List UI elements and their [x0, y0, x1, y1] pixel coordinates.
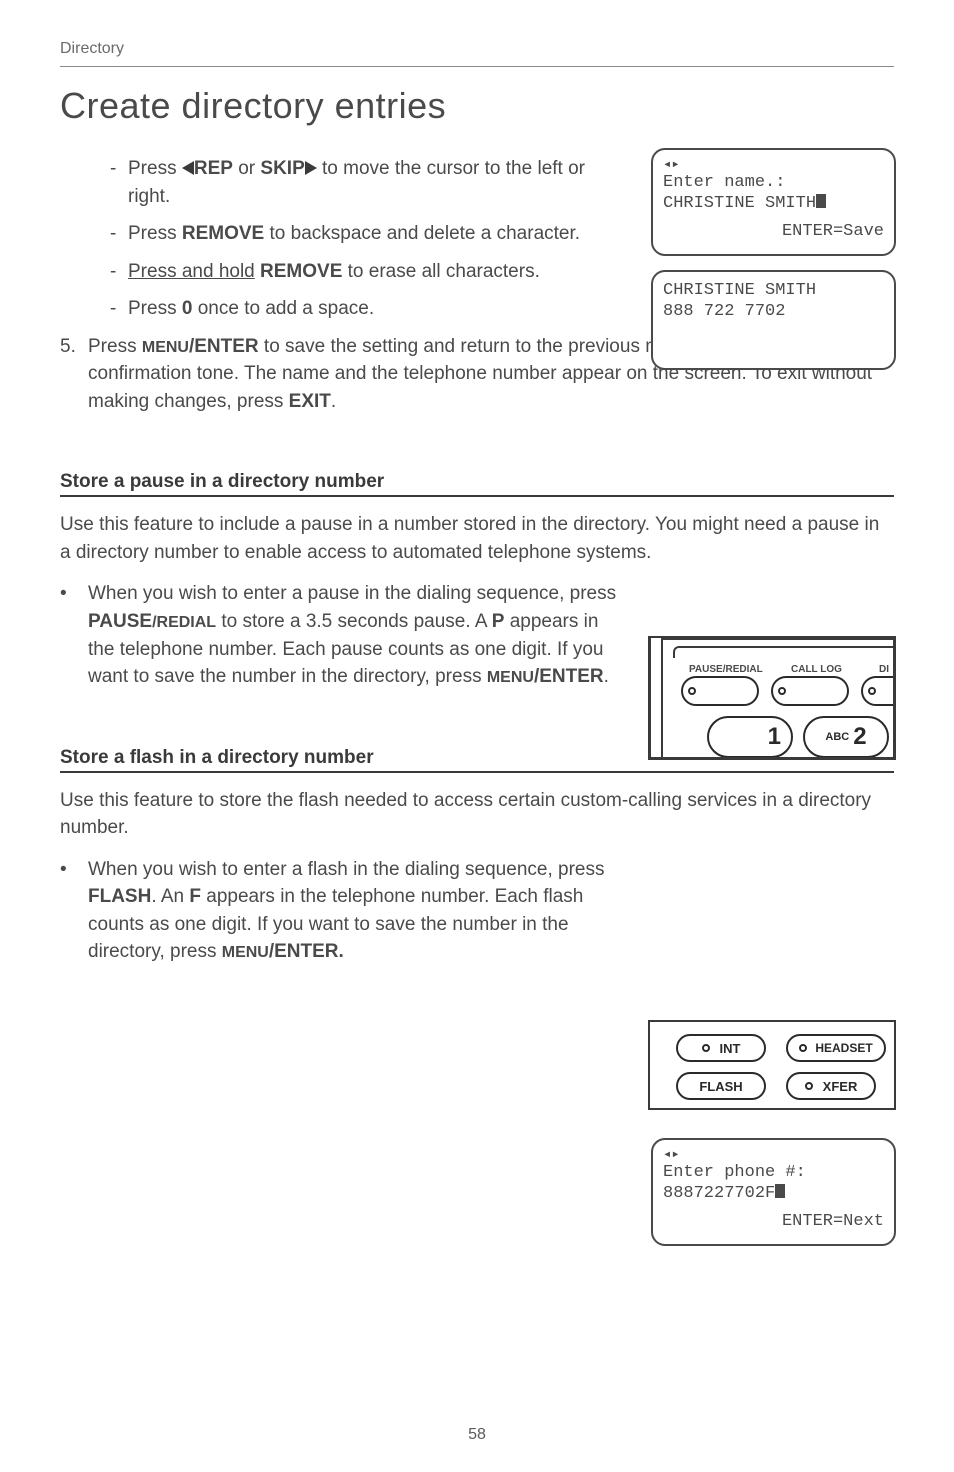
- text: When you wish to enter a flash in the di…: [88, 859, 604, 880]
- phone-btn-xfer: XFER: [786, 1072, 876, 1100]
- button-illustration: INT HEADSET FLASH XFER: [648, 1020, 896, 1110]
- text: to backspace and delete a character.: [264, 223, 580, 244]
- bullet-item: • When you wish to enter a flash in the …: [60, 856, 894, 966]
- lcd-line: CHRISTINE SMITH: [663, 280, 884, 301]
- text: . An: [151, 886, 189, 907]
- keypad-illustration: PAUSE/REDIAL CALL LOG DI 1 ABC 2: [648, 636, 896, 760]
- lcd-footer: ENTER=Save: [663, 221, 884, 242]
- keypad-key-1: 1: [707, 716, 793, 758]
- text-underlined: Press and hold: [128, 261, 255, 282]
- keypad-button-dir: [861, 676, 896, 706]
- text: .: [604, 666, 609, 687]
- dash-list: - Press REP or SKIP to move the cursor t…: [60, 155, 610, 323]
- key-pause: PAUSE: [88, 611, 152, 632]
- lcd-line: CHRISTINE SMITH: [663, 193, 884, 214]
- lcd-arrows-icon: ◂▸: [663, 1148, 884, 1162]
- keypad-label-calllog: CALL LOG: [791, 664, 842, 675]
- key-skip: SKIP: [260, 158, 304, 179]
- keypad-key-2: ABC 2: [803, 716, 889, 758]
- lcd-saved-entry: CHRISTINE SMITH 888 722 7702: [651, 270, 896, 370]
- keypad-button-pause: [681, 676, 759, 706]
- section-para: Use this feature to include a pause in a…: [60, 511, 894, 566]
- letter-p: P: [492, 611, 505, 632]
- key-remove: REMOVE: [182, 223, 264, 244]
- text: or: [233, 158, 260, 179]
- keypad-button-calllog: [771, 676, 849, 706]
- header-rule: [60, 66, 894, 67]
- lcd-enter-name: ◂▸ Enter name.: CHRISTINE SMITH ENTER=Sa…: [651, 148, 896, 256]
- phone-btn-int: INT: [676, 1034, 766, 1062]
- phone-btn-headset: HEADSET: [786, 1034, 886, 1062]
- key-redial: /REDIAL: [152, 614, 216, 631]
- section-rule: [60, 495, 894, 497]
- key-exit: EXIT: [289, 391, 331, 412]
- lcd-line: 888 722 7702: [663, 301, 884, 322]
- cursor-icon: [775, 1184, 785, 1198]
- key-menu: MENU: [487, 669, 534, 686]
- section-heading-pause: Store a pause in a directory number: [60, 471, 894, 493]
- key-flash: FLASH: [88, 886, 151, 907]
- key-enter: /ENTER: [189, 336, 259, 357]
- key-enter: /ENTER: [534, 666, 604, 687]
- letter-f: F: [189, 886, 201, 907]
- dash-item: - Press REP or SKIP to move the cursor t…: [110, 155, 610, 210]
- dash-item: - Press 0 once to add a space.: [110, 295, 610, 323]
- text: .: [331, 391, 336, 412]
- lcd-arrows-icon: ◂▸: [663, 158, 884, 172]
- text: to store a 3.5 seconds pause. A: [216, 611, 492, 632]
- triangle-right-icon: [305, 161, 317, 175]
- lcd-footer: ENTER=Next: [663, 1211, 884, 1232]
- text: Press: [128, 158, 182, 179]
- page-category: Directory: [60, 40, 894, 58]
- key-menu: MENU: [142, 339, 189, 356]
- phone-btn-flash: FLASH: [676, 1072, 766, 1100]
- text: Press: [128, 223, 182, 244]
- key-2-digit: 2: [853, 723, 866, 751]
- cursor-icon: [816, 194, 826, 208]
- page-title: Create directory entries: [60, 85, 894, 127]
- text: once to add a space.: [192, 298, 374, 319]
- text: When you wish to enter a pause in the di…: [88, 583, 616, 604]
- section-rule: [60, 771, 894, 773]
- text: Press: [128, 298, 182, 319]
- key-remove: REMOVE: [255, 261, 343, 282]
- key-enter: /ENTER.: [269, 941, 344, 962]
- key-menu: MENU: [222, 944, 269, 961]
- lcd-line: Enter name.:: [663, 172, 884, 193]
- lcd-enter-phone: ◂▸ Enter phone #: 8887227702F ENTER=Next: [651, 1138, 896, 1246]
- keypad-label-pause: PAUSE/REDIAL: [689, 664, 763, 675]
- triangle-left-icon: [182, 161, 194, 175]
- key-zero: 0: [182, 298, 193, 319]
- page-number: 58: [0, 1426, 954, 1444]
- text: Press: [88, 336, 142, 357]
- text: to erase all characters.: [342, 261, 539, 282]
- dash-item: - Press and hold REMOVE to erase all cha…: [110, 258, 610, 286]
- dash-item: - Press REMOVE to backspace and delete a…: [110, 220, 610, 248]
- section-para: Use this feature to store the flash need…: [60, 787, 894, 842]
- key-rep: REP: [194, 158, 233, 179]
- lcd-line: 8887227702F: [663, 1183, 884, 1204]
- step-number: 5.: [60, 333, 88, 416]
- key-2-abc: ABC: [825, 731, 849, 743]
- lcd-line: Enter phone #:: [663, 1162, 884, 1183]
- keypad-label-dir: DI: [879, 664, 889, 675]
